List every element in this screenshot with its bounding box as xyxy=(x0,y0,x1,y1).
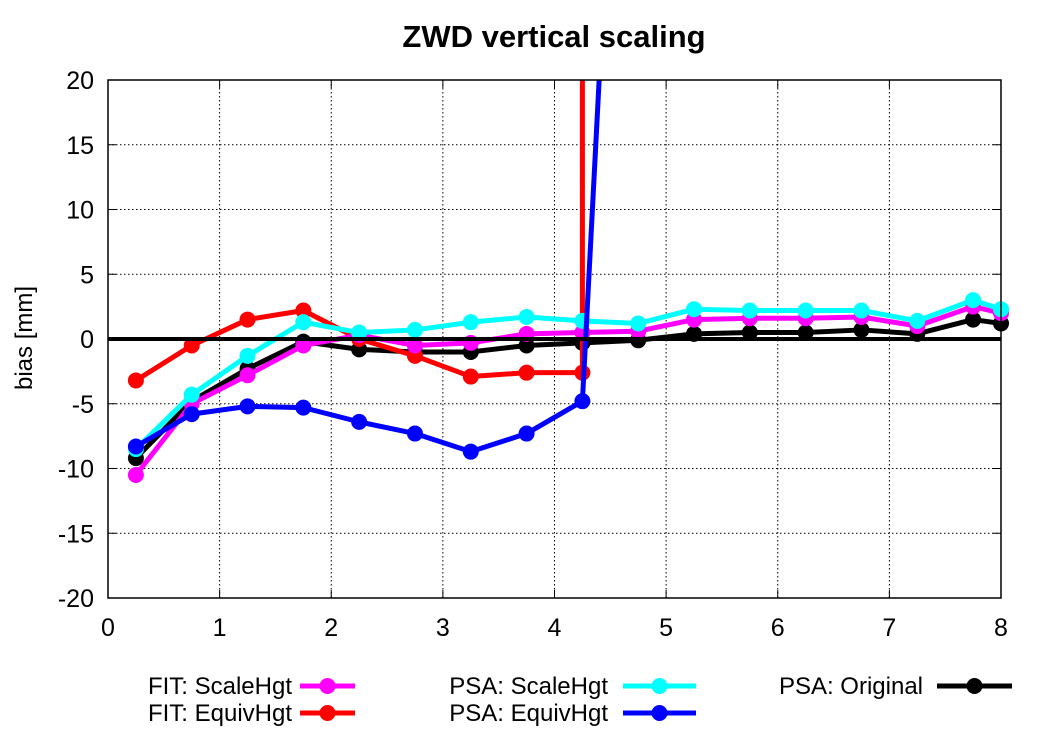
x-tick-label: 2 xyxy=(324,614,338,642)
data-point xyxy=(686,301,703,318)
data-point xyxy=(853,321,870,338)
y-tick-label: 10 xyxy=(66,197,94,225)
y-tick-label: -10 xyxy=(58,456,94,484)
legend-swatch-marker xyxy=(319,705,336,721)
x-tick-label: 5 xyxy=(659,614,673,642)
legend-entry: FIT: EquivHgt xyxy=(148,700,355,727)
data-point xyxy=(741,324,758,341)
x-tick-label: 8 xyxy=(994,614,1008,642)
data-point xyxy=(295,399,312,416)
data-point xyxy=(127,438,144,455)
data-point xyxy=(630,315,647,332)
data-point xyxy=(183,386,200,403)
data-point xyxy=(239,311,256,328)
data-point xyxy=(462,443,479,460)
data-point xyxy=(239,367,256,384)
data-point xyxy=(406,425,423,442)
series-line xyxy=(134,80,585,383)
legend-entry: PSA: EquivHgt xyxy=(449,700,696,727)
data-point xyxy=(797,324,814,341)
y-tick-label: 0 xyxy=(80,326,94,354)
legend-entry: PSA: Original xyxy=(779,673,1012,700)
legend-swatch-marker xyxy=(651,678,668,694)
series-lines xyxy=(127,79,1009,483)
data-point xyxy=(965,292,982,309)
y-tick-label: -20 xyxy=(58,585,94,613)
data-point xyxy=(127,372,144,389)
data-point xyxy=(295,302,312,319)
x-tick-label: 1 xyxy=(213,614,227,642)
data-point xyxy=(406,321,423,338)
data-point xyxy=(518,308,535,325)
data-point xyxy=(518,425,535,442)
y-tick-label: -15 xyxy=(58,520,94,548)
data-point xyxy=(183,337,200,354)
data-point xyxy=(295,314,312,331)
data-point xyxy=(797,302,814,319)
data-point xyxy=(295,337,312,354)
data-point xyxy=(351,413,368,430)
series-line xyxy=(134,79,602,455)
data-point xyxy=(183,406,200,423)
y-tick-label: -5 xyxy=(72,391,94,419)
legend-swatch-marker xyxy=(651,705,668,721)
x-tick-label: 6 xyxy=(771,614,785,642)
y-tick-label: 15 xyxy=(66,132,94,160)
series-fit-scalehgt xyxy=(127,298,1009,483)
data-point xyxy=(127,466,144,483)
legend-label: PSA: EquivHgt xyxy=(449,700,608,727)
data-point xyxy=(965,311,982,328)
data-point xyxy=(406,337,423,354)
series-fit-equivhgt xyxy=(127,80,591,389)
y-tick-label: 5 xyxy=(80,261,94,289)
data-point xyxy=(853,302,870,319)
legend-label: PSA: Original xyxy=(779,673,923,700)
x-tick-label: 4 xyxy=(548,614,562,642)
plot-frame xyxy=(106,0,1003,599)
legend-entry: FIT: ScaleHgt xyxy=(148,673,355,700)
legend-label: PSA: ScaleHgt xyxy=(449,673,608,700)
legend-swatch-marker xyxy=(319,678,336,694)
x-tick-label: 0 xyxy=(101,614,115,642)
data-point xyxy=(462,314,479,331)
data-point xyxy=(351,324,368,341)
legend-label: FIT: ScaleHgt xyxy=(148,673,292,700)
y-tick-label: 20 xyxy=(66,67,94,95)
data-point xyxy=(239,398,256,415)
data-point xyxy=(518,364,535,381)
data-point xyxy=(909,312,926,329)
legend-entry: PSA: ScaleHgt xyxy=(449,673,696,700)
chart-title: ZWD vertical scaling xyxy=(402,19,705,54)
data-point xyxy=(239,347,256,364)
x-tick-label: 7 xyxy=(882,614,896,642)
top-mask xyxy=(106,0,1003,79)
legend-swatch-marker xyxy=(966,678,983,694)
data-point xyxy=(741,302,758,319)
tick-labels: 0 1 2 3 4 5 6 7 8 -20 -15 -10 -5 0 5 10 15 20 xyxy=(58,67,1008,642)
data-point xyxy=(518,337,535,354)
y-axis-label: bias [mm] xyxy=(11,286,38,390)
legend-label: FIT: EquivHgt xyxy=(148,700,292,727)
data-point xyxy=(462,368,479,385)
x-tick-label: 3 xyxy=(436,614,450,642)
series-psa-equivhgt xyxy=(127,79,602,460)
data-point xyxy=(574,393,591,410)
